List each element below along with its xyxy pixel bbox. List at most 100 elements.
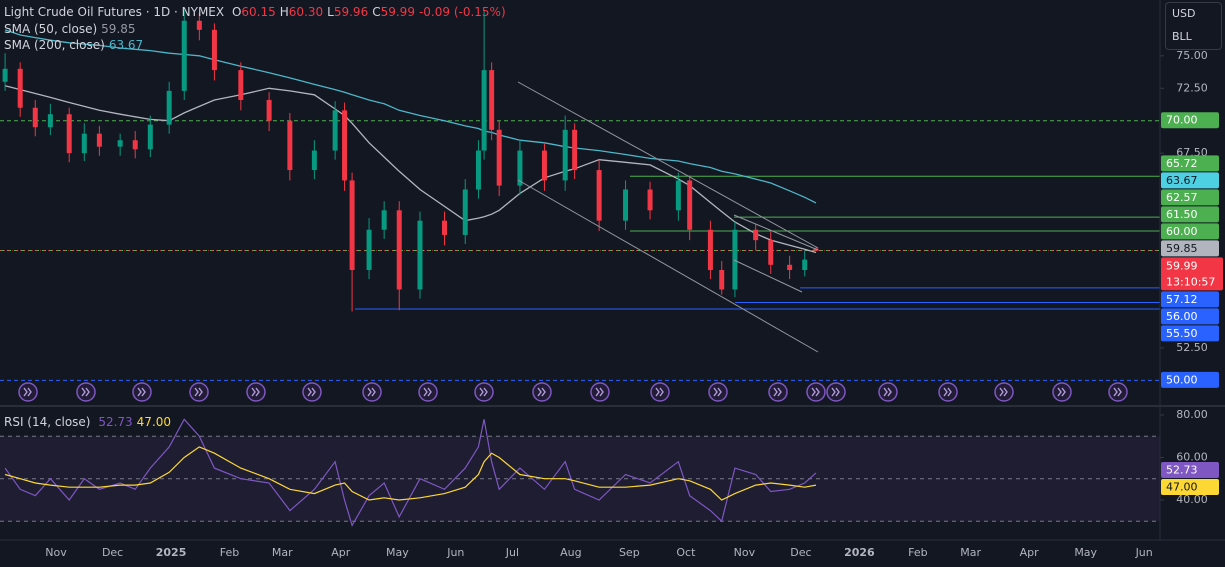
event-icon[interactable] bbox=[532, 382, 552, 402]
event-icon-circle[interactable] bbox=[1108, 382, 1128, 402]
event-icon[interactable] bbox=[938, 382, 958, 402]
price-tag bbox=[1161, 223, 1219, 240]
currency[interactable]: USD bbox=[1172, 7, 1196, 20]
candle-body bbox=[768, 240, 774, 265]
event-icon[interactable] bbox=[1108, 382, 1128, 402]
event-icon-circle[interactable] bbox=[189, 382, 209, 402]
event-icon[interactable] bbox=[189, 382, 209, 402]
event-icon-glyph[interactable] bbox=[81, 387, 90, 397]
event-icon-glyph[interactable] bbox=[1057, 387, 1066, 397]
ohlc-label: O bbox=[231, 5, 242, 19]
x-tick-label: Apr bbox=[1020, 546, 1040, 559]
event-icon-circle[interactable] bbox=[76, 382, 96, 402]
event-icon-glyph[interactable] bbox=[713, 387, 722, 397]
trend-channel bbox=[517, 81, 819, 353]
unit-selector[interactable]: USD BLL bbox=[1165, 2, 1222, 50]
candle-body bbox=[311, 150, 317, 171]
event-icon-glyph[interactable] bbox=[1113, 387, 1122, 397]
candle-body bbox=[675, 180, 681, 211]
price-tag bbox=[1161, 371, 1219, 388]
event-icon-glyph[interactable] bbox=[595, 387, 604, 397]
unit[interactable]: BLL bbox=[1172, 30, 1192, 43]
event-icon[interactable] bbox=[590, 382, 610, 402]
event-icon-circle[interactable] bbox=[590, 382, 610, 402]
event-icon-circle[interactable] bbox=[806, 382, 826, 402]
x-tick-label: May bbox=[386, 546, 409, 559]
event-icon-circle[interactable] bbox=[994, 382, 1014, 402]
event-icon-glyph[interactable] bbox=[367, 387, 376, 397]
x-tick-label: May bbox=[1074, 546, 1097, 559]
event-icon-circle[interactable] bbox=[474, 382, 494, 402]
event-icon-glyph[interactable] bbox=[423, 387, 432, 397]
event-icon-circle[interactable] bbox=[768, 382, 788, 402]
event-icon-glyph[interactable] bbox=[251, 387, 260, 397]
x-tick-label: Oct bbox=[676, 546, 696, 559]
event-icon-circle[interactable] bbox=[650, 382, 670, 402]
event-icon-circle[interactable] bbox=[826, 382, 846, 402]
event-icon[interactable] bbox=[246, 382, 266, 402]
event-icon[interactable] bbox=[418, 382, 438, 402]
event-icon[interactable] bbox=[302, 382, 322, 402]
event-icon-circle[interactable] bbox=[418, 382, 438, 402]
axes: 75.0072.5067.5052.5070.0065.7263.6762.57… bbox=[45, 49, 1223, 559]
legend-value: 59.85 bbox=[101, 22, 136, 36]
event-icon-glyph[interactable] bbox=[831, 387, 840, 397]
event-icon-circle[interactable] bbox=[132, 382, 152, 402]
event-icon-circle[interactable] bbox=[1052, 382, 1072, 402]
x-tick-label: Nov bbox=[45, 546, 67, 559]
event-icon-circle[interactable] bbox=[878, 382, 898, 402]
price-tag-label: 59.85 bbox=[1166, 242, 1198, 255]
event-icon[interactable] bbox=[826, 382, 846, 402]
y-tick-label: 80.00 bbox=[1176, 408, 1208, 421]
event-icon[interactable] bbox=[806, 382, 826, 402]
event-icon-glyph[interactable] bbox=[307, 387, 316, 397]
event-icon-circle[interactable] bbox=[532, 382, 552, 402]
candle-body bbox=[541, 150, 547, 181]
event-icon-glyph[interactable] bbox=[479, 387, 488, 397]
event-icon-glyph[interactable] bbox=[537, 387, 546, 397]
event-icon-circle[interactable] bbox=[302, 382, 322, 402]
event-icon[interactable] bbox=[1052, 382, 1072, 402]
event-icon[interactable] bbox=[76, 382, 96, 402]
event-icon[interactable] bbox=[650, 382, 670, 402]
candle-body bbox=[396, 210, 402, 290]
event-icon[interactable] bbox=[474, 382, 494, 402]
price-tag-label: 55.50 bbox=[1166, 327, 1198, 340]
x-tick-label: Mar bbox=[272, 546, 293, 559]
countdown: 13:10:57 bbox=[1166, 275, 1215, 288]
event-icon-glyph[interactable] bbox=[883, 387, 892, 397]
ohlc-label: L bbox=[327, 5, 334, 19]
event-icon-glyph[interactable] bbox=[194, 387, 203, 397]
event-icon[interactable] bbox=[18, 382, 38, 402]
event-icon-glyph[interactable] bbox=[811, 387, 820, 397]
rsi-tag-label: 52.73 bbox=[1166, 464, 1198, 477]
event-icon[interactable] bbox=[362, 382, 382, 402]
event-icon-glyph[interactable] bbox=[773, 387, 782, 397]
event-icon-glyph[interactable] bbox=[137, 387, 146, 397]
event-icon[interactable] bbox=[132, 382, 152, 402]
event-icon-glyph[interactable] bbox=[655, 387, 664, 397]
event-icon-circle[interactable] bbox=[938, 382, 958, 402]
event-icon-circle[interactable] bbox=[246, 382, 266, 402]
event-icon-glyph[interactable] bbox=[943, 387, 952, 397]
price-tag-label: 70.00 bbox=[1166, 114, 1198, 127]
event-icon-glyph[interactable] bbox=[999, 387, 1008, 397]
price-tag bbox=[1161, 172, 1219, 189]
event-icon[interactable] bbox=[708, 382, 728, 402]
candle-body bbox=[596, 170, 602, 221]
price-tag-label: 63.67 bbox=[1166, 174, 1198, 187]
event-icon[interactable] bbox=[768, 382, 788, 402]
event-icon[interactable] bbox=[878, 382, 898, 402]
event-icon-glyph[interactable] bbox=[23, 387, 32, 397]
channel-upper bbox=[517, 81, 819, 249]
event-icon-circle[interactable] bbox=[362, 382, 382, 402]
ohlc-value: 60.30 bbox=[288, 5, 324, 19]
y-tick-label: 52.50 bbox=[1176, 341, 1208, 354]
price-tag-label: 50.00 bbox=[1166, 373, 1198, 386]
event-icon[interactable] bbox=[994, 382, 1014, 402]
x-tick-label: Dec bbox=[102, 546, 123, 559]
candle-body bbox=[442, 220, 448, 235]
event-icon-circle[interactable] bbox=[18, 382, 38, 402]
event-icon-circle[interactable] bbox=[708, 382, 728, 402]
